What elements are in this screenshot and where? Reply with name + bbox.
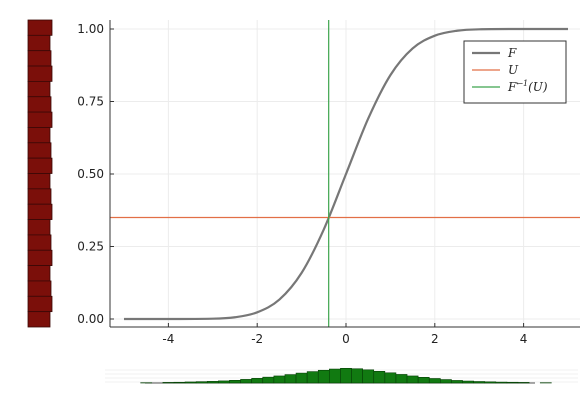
y-marginal-bar bbox=[28, 220, 50, 235]
y-marginal-bar bbox=[28, 97, 51, 112]
x-marginal-bar bbox=[429, 379, 440, 384]
x-marginal-bar bbox=[296, 373, 307, 383]
x-marginal-bar bbox=[485, 382, 496, 383]
x-marginal-bar bbox=[440, 380, 451, 383]
x-marginal-bar bbox=[241, 379, 252, 383]
x-marginal-bar bbox=[318, 370, 329, 383]
y-marginal-bar bbox=[28, 235, 51, 250]
x-marginal-bar bbox=[163, 382, 174, 383]
y-marginal-bar bbox=[28, 296, 52, 311]
x-marginal-bar bbox=[207, 381, 218, 383]
y-marginal-bar bbox=[28, 35, 50, 50]
y-marginal-bar bbox=[28, 189, 51, 204]
x-tick-label: 4 bbox=[520, 332, 528, 346]
x-marginal-bar bbox=[185, 382, 196, 383]
x-marginal-bar bbox=[174, 382, 185, 383]
legend-label: U bbox=[508, 63, 519, 77]
y-tick-label: 0.50 bbox=[77, 167, 104, 181]
legend: FU F←1(U) bbox=[464, 41, 566, 103]
x-marginal-bar bbox=[451, 380, 462, 383]
y-tick-label: 0.25 bbox=[77, 240, 104, 254]
x-marginal-bar bbox=[496, 382, 507, 383]
y-marginal-bar bbox=[28, 266, 50, 281]
x-marginal-bar bbox=[340, 368, 351, 383]
y-marginal-bar bbox=[28, 51, 51, 66]
x-tick-label: 2 bbox=[431, 332, 439, 346]
x-marginal-bar bbox=[396, 374, 407, 383]
x-marginal-bar bbox=[285, 375, 296, 383]
x-marginal-bar bbox=[274, 376, 285, 383]
x-marginal-bar bbox=[385, 373, 396, 383]
y-tick-label: 1.00 bbox=[77, 22, 104, 36]
x-marginal-bar bbox=[218, 381, 229, 383]
y-tick-label: 0.75 bbox=[77, 95, 104, 109]
y-marginal-bar bbox=[28, 143, 51, 158]
x-tick-label: -4 bbox=[162, 332, 174, 346]
x-marginal-bar bbox=[474, 382, 485, 384]
x-marginal-bar bbox=[329, 369, 340, 383]
y-marginal-bar bbox=[28, 174, 50, 189]
y-marginal-bar bbox=[28, 127, 50, 142]
x-marginal-bar bbox=[352, 369, 363, 383]
y-marginal-bar bbox=[28, 312, 50, 327]
y-marginal-bar bbox=[28, 20, 52, 35]
x-marginal-bar bbox=[252, 378, 263, 383]
x-marginal-bar bbox=[263, 377, 274, 383]
x-tick-label: 0 bbox=[342, 332, 350, 346]
legend-label: F←1(U) bbox=[507, 79, 548, 94]
y-marginal-bar bbox=[28, 250, 52, 265]
x-marginal-bar bbox=[307, 372, 318, 383]
y-tick-label: 0.00 bbox=[77, 312, 104, 326]
x-marginal-bar bbox=[374, 371, 385, 383]
x-marginal-bar bbox=[363, 370, 374, 383]
y-marginal-bar bbox=[28, 66, 52, 81]
y-marginal-bar bbox=[28, 204, 52, 219]
legend-label: F bbox=[507, 46, 517, 60]
y-marginal-bar bbox=[28, 81, 50, 96]
y-marginal-histogram bbox=[28, 20, 52, 327]
x-marginal-bar bbox=[463, 381, 474, 383]
x-marginal-bar bbox=[507, 382, 518, 383]
x-tick-label: -2 bbox=[251, 332, 263, 346]
x-marginal-bar bbox=[407, 376, 418, 383]
x-marginal-bar bbox=[518, 382, 529, 383]
y-marginal-bar bbox=[28, 281, 51, 296]
x-marginal-bar bbox=[418, 377, 429, 383]
y-marginal-bar bbox=[28, 158, 52, 173]
x-marginal-bar bbox=[229, 380, 240, 383]
y-marginal-bar bbox=[28, 112, 52, 127]
x-marginal-bar bbox=[196, 382, 207, 383]
